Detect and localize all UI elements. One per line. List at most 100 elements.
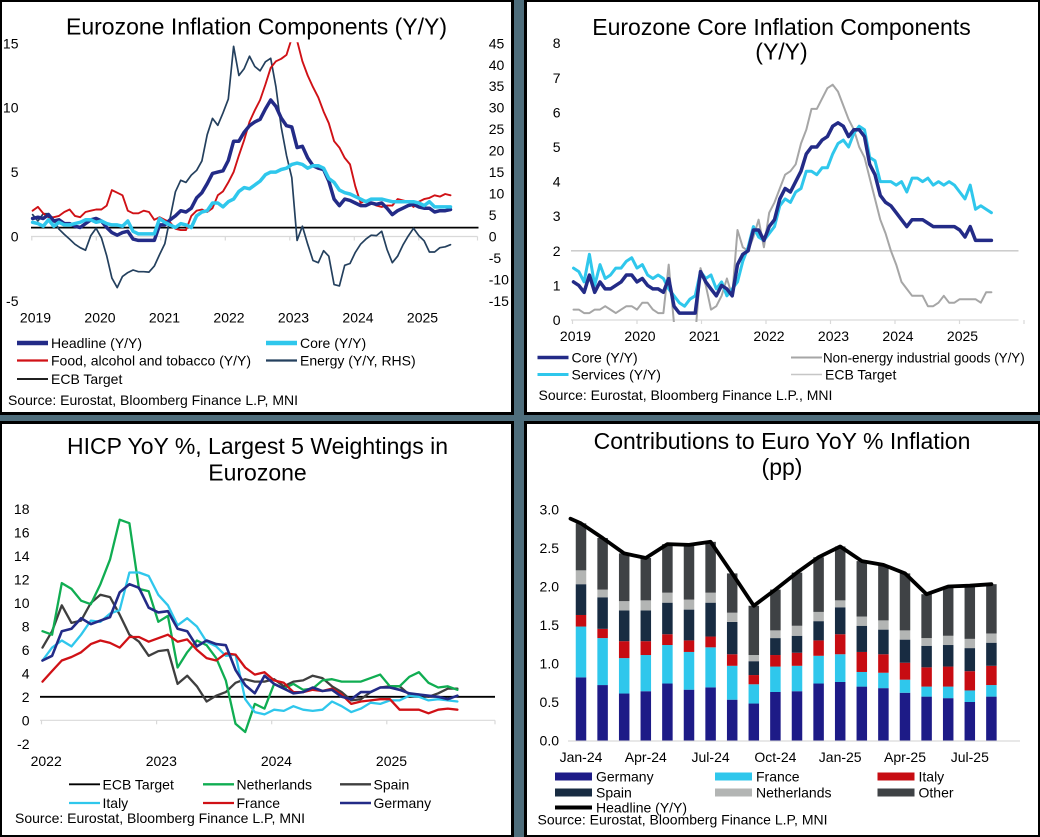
svg-text:Oct-24: Oct-24	[754, 749, 796, 765]
svg-text:2020: 2020	[624, 328, 655, 344]
svg-text:10: 10	[489, 186, 505, 202]
svg-text:2023: 2023	[278, 310, 309, 326]
svg-text:Eurozone Core Inflation Compon: Eurozone Core Inflation Components	[592, 14, 970, 40]
svg-text:Source: Eurostat, Bloomberg Fi: Source: Eurostat, Bloomberg Finance L.P,…	[8, 392, 298, 408]
svg-text:0: 0	[489, 229, 497, 245]
svg-text:0.0: 0.0	[540, 733, 560, 749]
svg-text:2022: 2022	[753, 328, 784, 344]
svg-text:Germany: Germany	[596, 769, 654, 785]
svg-text:5: 5	[11, 164, 19, 180]
svg-text:Jan-25: Jan-25	[819, 749, 862, 765]
svg-text:1.0: 1.0	[540, 656, 560, 672]
svg-text:2024: 2024	[882, 328, 913, 344]
svg-text:30: 30	[489, 100, 505, 116]
svg-text:0: 0	[22, 712, 30, 728]
svg-text:2023: 2023	[818, 328, 849, 344]
svg-text:4: 4	[22, 665, 30, 681]
svg-text:Core (Y/Y): Core (Y/Y)	[572, 350, 638, 366]
svg-text:Food, alcohol and tobacco (Y/Y: Food, alcohol and tobacco (Y/Y)	[51, 353, 251, 369]
svg-text:Energy (Y/Y, RHS): Energy (Y/Y, RHS)	[300, 353, 416, 369]
svg-text:35: 35	[489, 78, 505, 94]
svg-text:2025: 2025	[947, 328, 978, 344]
svg-text:-2: -2	[17, 736, 30, 752]
svg-text:Netherlands: Netherlands	[237, 776, 313, 792]
svg-text:2021: 2021	[689, 328, 720, 344]
svg-text:40: 40	[489, 57, 505, 73]
svg-text:ECB Target: ECB Target	[825, 367, 896, 383]
svg-text:Source: Eurostat, Bloomberg Fi: Source: Eurostat, Bloomberg Finance L.P.…	[539, 387, 833, 403]
svg-text:ECB Target: ECB Target	[103, 776, 174, 792]
svg-text:8: 8	[22, 619, 30, 635]
svg-text:(Y/Y): (Y/Y)	[755, 39, 807, 65]
svg-text:2019: 2019	[560, 328, 591, 344]
svg-text:6: 6	[553, 104, 561, 120]
svg-text:Headline (Y/Y): Headline (Y/Y)	[596, 800, 687, 816]
svg-text:-5: -5	[6, 293, 19, 309]
svg-text:Headline (Y/Y): Headline (Y/Y)	[51, 335, 142, 351]
svg-text:Spain: Spain	[596, 785, 632, 801]
svg-text:Jul-24: Jul-24	[692, 749, 730, 765]
svg-text:-5: -5	[489, 250, 502, 266]
svg-text:8: 8	[553, 35, 561, 51]
svg-text:2025: 2025	[376, 753, 407, 769]
svg-text:Eurozone: Eurozone	[208, 460, 306, 486]
svg-text:2019: 2019	[20, 310, 51, 326]
svg-text:2.0: 2.0	[540, 579, 560, 595]
svg-text:Eurozone Inflation Components: Eurozone Inflation Components (Y/Y)	[66, 14, 447, 40]
svg-text:10: 10	[3, 100, 19, 116]
svg-text:2021: 2021	[149, 310, 180, 326]
svg-text:12: 12	[14, 572, 30, 588]
svg-text:1.5: 1.5	[540, 617, 560, 633]
svg-text:2.5: 2.5	[540, 540, 560, 556]
svg-text:Italy: Italy	[103, 795, 129, 811]
svg-text:0: 0	[553, 312, 561, 328]
svg-text:2024: 2024	[261, 753, 292, 769]
svg-text:Apr-24: Apr-24	[625, 749, 667, 765]
svg-text:Services (Y/Y): Services (Y/Y)	[572, 367, 661, 383]
svg-text:5: 5	[553, 139, 561, 155]
svg-text:Non-energy industrial goods (Y: Non-energy industrial goods (Y/Y)	[823, 351, 1025, 366]
svg-text:Contributions to Euro YoY % In: Contributions to Euro YoY % Inflation	[594, 428, 971, 454]
svg-text:France: France	[237, 795, 281, 811]
svg-text:10: 10	[14, 595, 30, 611]
svg-text:16: 16	[14, 525, 30, 541]
svg-text:20: 20	[489, 143, 505, 159]
svg-text:Other: Other	[919, 785, 954, 801]
svg-text:Spain: Spain	[374, 776, 410, 792]
svg-text:4: 4	[553, 174, 561, 190]
svg-text:Netherlands: Netherlands	[756, 785, 832, 801]
svg-text:2020: 2020	[84, 310, 115, 326]
svg-text:14: 14	[14, 548, 30, 564]
svg-text:2023: 2023	[146, 753, 177, 769]
svg-text:3.0: 3.0	[540, 502, 560, 518]
svg-text:France: France	[756, 769, 800, 785]
svg-text:0.5: 0.5	[540, 694, 560, 710]
svg-text:Jul-25: Jul-25	[951, 749, 989, 765]
svg-text:2022: 2022	[213, 310, 244, 326]
svg-text:7: 7	[553, 70, 561, 86]
svg-text:2024: 2024	[342, 310, 373, 326]
svg-text:25: 25	[489, 121, 505, 137]
svg-text:Apr-25: Apr-25	[884, 749, 926, 765]
svg-text:18: 18	[14, 501, 30, 517]
svg-text:Italy: Italy	[919, 769, 945, 785]
svg-text:2025: 2025	[407, 310, 438, 326]
svg-text:Source: Eurostat, Bloomberg Fi: Source: Eurostat, Bloomberg Finance L.P,…	[538, 812, 828, 828]
svg-text:(pp): (pp)	[762, 454, 803, 480]
svg-text:Source: Eurostat, Bloomberg Fi: Source: Eurostat, Bloomberg Finance L.P,…	[15, 810, 305, 826]
svg-text:Germany: Germany	[374, 795, 432, 811]
svg-text:Core (Y/Y): Core (Y/Y)	[300, 335, 366, 351]
svg-text:1: 1	[553, 277, 561, 293]
svg-text:45: 45	[489, 35, 505, 51]
svg-text:2022: 2022	[31, 753, 62, 769]
svg-text:-10: -10	[489, 271, 509, 287]
svg-text:15: 15	[489, 164, 505, 180]
svg-text:HICP YoY %, Largest 5 Weightin: HICP YoY %, Largest 5 Weightings in	[67, 433, 448, 459]
svg-text:-15: -15	[489, 293, 509, 309]
svg-text:6: 6	[22, 642, 30, 658]
svg-text:ECB Target: ECB Target	[51, 371, 122, 387]
svg-text:Jan-24: Jan-24	[560, 749, 603, 765]
svg-text:15: 15	[3, 35, 19, 51]
svg-text:2: 2	[553, 243, 561, 259]
svg-text:3: 3	[553, 208, 561, 224]
